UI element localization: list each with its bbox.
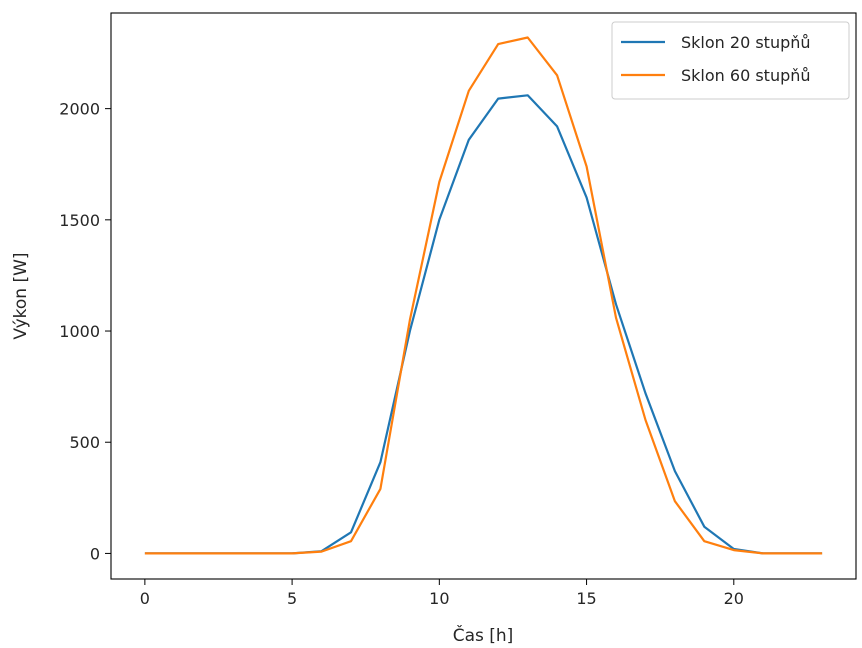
y-tick-label: 500: [69, 433, 100, 452]
x-axis-label: Čas [h]: [453, 624, 514, 646]
series-line-1: [144, 94, 823, 555]
x-tick-label: 20: [724, 589, 744, 608]
x-tick-label: 15: [576, 589, 596, 608]
x-axis: 0 5 10 15 20: [140, 579, 744, 608]
legend: Sklon 20 stupňů Sklon 60 stupňů: [611, 21, 850, 100]
x-tick-label: 10: [429, 589, 449, 608]
legend-label-series-2: Sklon 60 stupňů: [681, 66, 811, 85]
y-tick-label: 2000: [59, 100, 100, 119]
plot-frame: [110, 12, 857, 580]
series-line-2: [144, 36, 823, 555]
y-tick-label: 0: [90, 544, 100, 563]
x-tick-label: 0: [140, 589, 150, 608]
y-axis: 0 500 1000 1500 2000: [59, 100, 111, 563]
y-axis-label: Výkon [W]: [11, 252, 31, 339]
y-tick-label: 1000: [59, 322, 100, 341]
y-tick-label: 1500: [59, 211, 100, 230]
legend-box: [611, 21, 850, 100]
x-tick-label: 5: [287, 589, 297, 608]
series-layer: [144, 36, 823, 555]
legend-label-series-1: Sklon 20 stupňů: [681, 33, 811, 52]
